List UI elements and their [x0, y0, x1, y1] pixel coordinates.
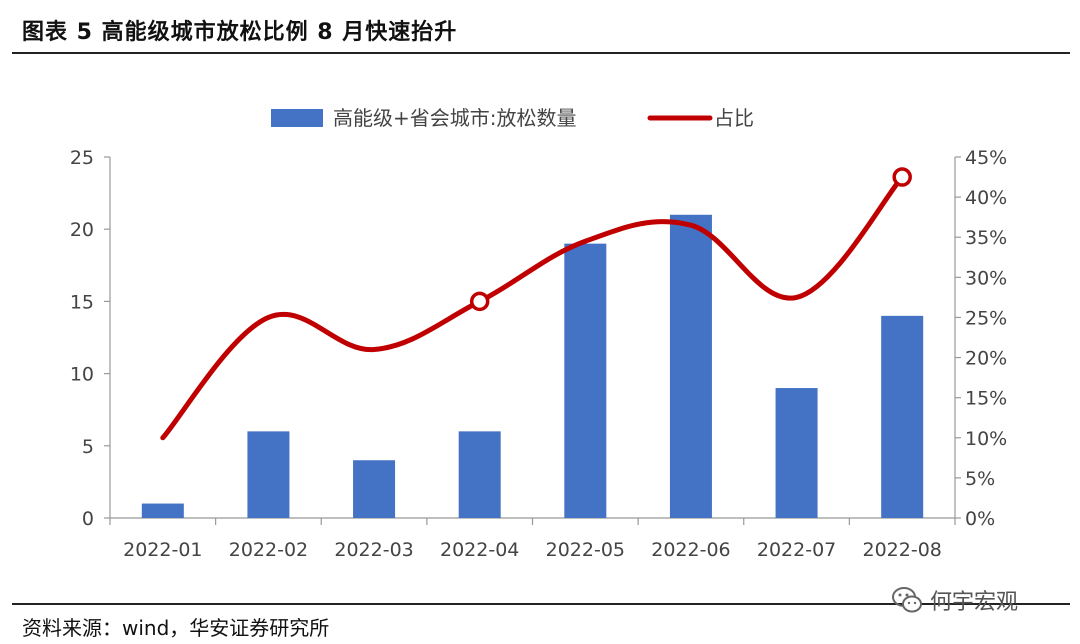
- x-tick-label: 2022-07: [757, 539, 836, 561]
- legend-bar-label: 高能级+省会城市:放松数量: [333, 106, 577, 130]
- bar-2022-07: [775, 388, 818, 518]
- bar-2022-08: [881, 315, 924, 518]
- y-right-tick-label: 15%: [965, 388, 1007, 410]
- y-right-tick-label: 40%: [965, 187, 1007, 209]
- chart-legend: 高能级+省会城市:放松数量 占比: [271, 106, 754, 130]
- y-left-tick-label: 25: [70, 147, 94, 169]
- y-right-tick-label: 20%: [965, 348, 1007, 370]
- y-right-tick-label: 25%: [965, 307, 1007, 329]
- ratio-line: [160, 174, 905, 441]
- bar-2022-05: [564, 243, 607, 518]
- legend-bar-swatch: [271, 109, 323, 127]
- y-right-tick-label: 35%: [965, 227, 1007, 249]
- watermark: 何宇宏观: [890, 583, 1018, 617]
- y-right-tick-label: 10%: [965, 428, 1007, 450]
- line-series: [160, 167, 912, 441]
- x-tick-label: 2022-06: [651, 539, 730, 561]
- bar-2022-04: [458, 431, 501, 518]
- bar-series: [141, 214, 924, 518]
- legend-line-label: 占比: [714, 106, 754, 130]
- x-tick-label: 2022-08: [862, 539, 941, 561]
- y-right-tick-label: 0%: [965, 508, 995, 530]
- x-tick-label: 2022-01: [123, 539, 202, 561]
- y-left-tick-label: 0: [82, 508, 94, 530]
- watermark-text: 何宇宏观: [930, 590, 1019, 615]
- x-tick-label: 2022-03: [334, 539, 413, 561]
- wechat-icon: [892, 587, 922, 613]
- y-right-tick-label: 45%: [965, 147, 1007, 169]
- x-tick-label: 2022-04: [440, 539, 519, 561]
- y-right-tick-label: 5%: [965, 468, 995, 490]
- y-left-tick-label: 5: [82, 436, 94, 458]
- source-divider: [12, 603, 1070, 605]
- figure-title: 图表 5 高能级城市放松比例 8 月快速抬升: [22, 20, 458, 45]
- chart-axes: 0 5 10 15 20 25 0% 5% 10% 15% 20% 25% 30% 35% 40% 45% 20…: [70, 147, 1007, 561]
- source-note: 资料来源：wind，华安证券研究所: [22, 616, 330, 640]
- x-tick-label: 2022-02: [229, 539, 308, 561]
- bar-2022-06: [669, 214, 712, 518]
- y-right-tick-label: 30%: [965, 267, 1007, 289]
- bar-2022-01: [141, 503, 184, 518]
- ratio-marker-2022-08: [892, 167, 912, 187]
- bar-2022-03: [353, 460, 396, 518]
- ratio-marker-2022-04: [469, 291, 490, 312]
- title-divider: [12, 52, 1070, 54]
- chart: 高能级+省会城市:放松数量 占比 0 5 10 15 20 25 0% 5% 10% 15% 20% 2…: [70, 106, 1007, 561]
- y-left-tick-label: 10: [70, 364, 94, 386]
- y-left-tick-label: 15: [70, 291, 94, 313]
- y-left-tick-label: 20: [70, 219, 94, 241]
- bar-2022-02: [247, 431, 290, 518]
- x-tick-label: 2022-05: [546, 539, 625, 561]
